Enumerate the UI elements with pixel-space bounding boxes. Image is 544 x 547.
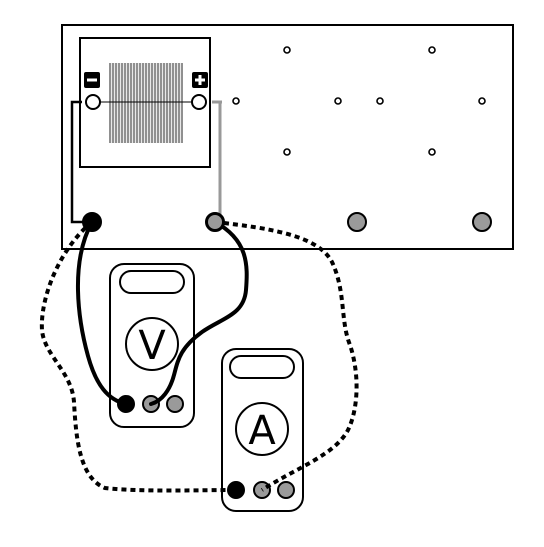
mounting-hole — [283, 46, 291, 54]
ammeter-aux-jack[interactable] — [277, 481, 295, 499]
lead-plug-positive — [206, 213, 224, 231]
voltmeter-positive-lead[interactable] — [149, 220, 249, 406]
ammeter-positive-lead[interactable] — [214, 220, 359, 492]
board-socket[interactable] — [347, 212, 367, 232]
board-socket[interactable] — [472, 212, 492, 232]
mounting-hole — [478, 97, 486, 105]
minus-icon — [84, 72, 100, 88]
solar-cell — [109, 63, 183, 143]
voltmeter-display — [119, 270, 185, 294]
mounting-hole — [334, 97, 342, 105]
ammeter-display — [229, 355, 295, 379]
mounting-hole — [283, 148, 291, 156]
voltmeter-symbol: V — [138, 323, 166, 369]
ammeter-dial — [235, 402, 289, 456]
ammeter-com-jack[interactable] — [227, 481, 245, 499]
mounting-hole — [428, 148, 436, 156]
solar-cell-module — [79, 37, 211, 168]
voltmeter-dial — [125, 317, 179, 371]
voltmeter-aux-jack[interactable] — [166, 395, 184, 413]
mounting-hole — [232, 97, 240, 105]
mounting-holes — [232, 46, 486, 156]
mounting-hole — [376, 97, 384, 105]
mounting-hole — [428, 46, 436, 54]
plus-icon — [192, 72, 208, 88]
positive-terminal — [191, 94, 207, 110]
voltmeter-negative-lead[interactable] — [76, 220, 128, 406]
voltmeter: V — [109, 263, 195, 428]
negative-terminal — [85, 94, 101, 110]
ammeter: A — [221, 348, 304, 512]
lead-plug-negative — [84, 214, 100, 230]
ammeter-negative-lead[interactable] — [39, 220, 237, 493]
ammeter-symbol: A — [248, 408, 276, 454]
